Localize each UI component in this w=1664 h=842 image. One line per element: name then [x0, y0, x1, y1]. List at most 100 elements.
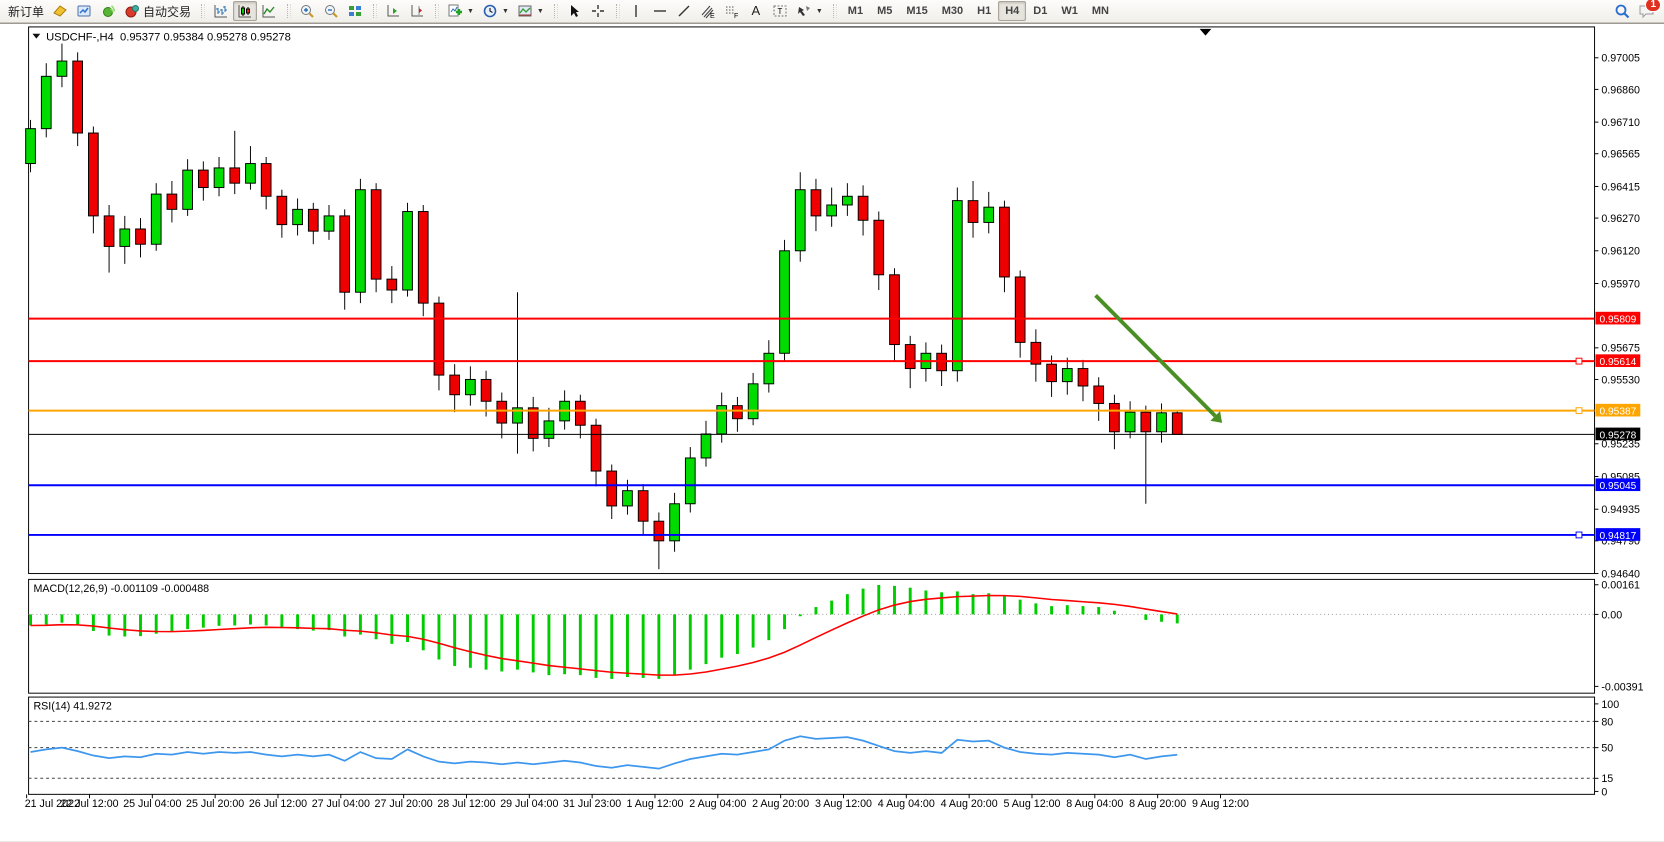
svg-text:F: F: [734, 13, 738, 19]
chart-canvas[interactable]: 0.97005 0.96860 0.96710 0.96565 0.96415 0.962…: [0, 24, 1664, 842]
time-axis-label: 4 Aug 04:00: [878, 798, 935, 810]
timeframe-button-h4[interactable]: H4: [998, 1, 1027, 21]
toolbar-group-cursor: [550, 0, 612, 22]
trend-line-icon: [676, 3, 692, 19]
candlestick-button[interactable]: [233, 1, 258, 21]
search-icon[interactable]: [1614, 3, 1630, 19]
time-axis-label: 2 Aug 04:00: [689, 798, 746, 810]
market-watch-button[interactable]: [72, 1, 96, 21]
equidistant-channel-button[interactable]: E: [696, 1, 720, 21]
time-axis-label: 9 Aug 12:00: [1192, 798, 1249, 810]
periods-button[interactable]: ▼: [478, 1, 513, 21]
zoom-in-icon: [299, 3, 315, 19]
vertical-line-icon: [628, 3, 644, 19]
time-axis-label: 3 Aug 12:00: [815, 798, 872, 810]
horizontal-line-button[interactable]: [648, 1, 672, 21]
timeframe-button-m15[interactable]: M15: [899, 1, 934, 21]
candle: [810, 189, 822, 217]
line-endpoint-marker[interactable]: [1575, 357, 1583, 365]
candle: [732, 405, 743, 420]
svg-text:T: T: [777, 7, 782, 16]
text-button[interactable]: A: [744, 1, 768, 21]
candle: [323, 215, 335, 232]
horizontal-line-icon: [652, 3, 668, 19]
new-chart-button[interactable]: [48, 1, 72, 21]
candle: [88, 132, 99, 217]
candle: [527, 407, 539, 439]
price-tick-label: 0.97005: [1601, 53, 1640, 65]
time-axis-label: 8 Aug 20:00: [1129, 798, 1186, 810]
price-tick-label: 0.94935: [1601, 504, 1640, 516]
candle: [166, 193, 178, 210]
new-order-button[interactable]: 新订单: [4, 1, 48, 21]
timeframe-button-d1[interactable]: D1: [1026, 1, 1054, 21]
auto-scroll-button[interactable]: [381, 1, 405, 21]
trend-arrow[interactable]: [1094, 293, 1217, 418]
candle: [1046, 363, 1057, 383]
main-toolbar: 新订单 自动交易: [0, 0, 1664, 23]
timeframe-button-mn[interactable]: MN: [1085, 1, 1116, 21]
text-label-button[interactable]: T: [768, 1, 792, 21]
candle: [842, 195, 853, 206]
arrows-button[interactable]: ▼: [792, 1, 827, 21]
candle: [307, 208, 319, 232]
candle: [433, 302, 445, 376]
zoom-in-button[interactable]: [295, 1, 319, 21]
line-chart-icon: [261, 3, 277, 19]
price-badge-label: 0.95809: [1599, 314, 1636, 325]
candle: [1030, 341, 1042, 365]
candle: [1093, 385, 1105, 404]
time-axis-label: 5 Aug 12:00: [1003, 798, 1060, 810]
toolbar-group-chart-type: [197, 0, 283, 22]
trend-line-button[interactable]: [672, 1, 696, 21]
chat-icon[interactable]: 1: [1638, 0, 1661, 19]
candle: [951, 200, 963, 372]
candle: [103, 215, 115, 247]
line-chart-button[interactable]: [257, 1, 281, 21]
candle: [339, 215, 351, 293]
candle: [904, 344, 916, 370]
fibonacci-button[interactable]: F: [720, 1, 744, 21]
timeframe-button-m30[interactable]: M30: [935, 1, 970, 21]
vertical-line-button[interactable]: [624, 1, 648, 21]
candle: [747, 383, 759, 420]
candle: [213, 167, 225, 189]
candle: [72, 60, 84, 134]
autotrading-button[interactable]: 自动交易: [120, 1, 195, 21]
macd-label: MACD(12,26,9) -0.001109 -0.000488: [33, 583, 209, 595]
macd-axis-label: -0.00391: [1601, 681, 1643, 693]
signals-button[interactable]: [96, 1, 120, 21]
chart-shift-button[interactable]: [405, 1, 429, 21]
rsi-line: [30, 735, 1178, 770]
candle: [480, 378, 492, 402]
candle: [465, 378, 476, 396]
price-tick-label: 0.96120: [1601, 246, 1640, 258]
timeframe-button-w1[interactable]: W1: [1054, 1, 1085, 21]
candle: [245, 163, 256, 184]
bar-chart-button[interactable]: [209, 1, 233, 21]
candle: [512, 407, 523, 424]
indicators-button[interactable]: ▼: [443, 1, 478, 21]
timeframe-button-m1[interactable]: M1: [841, 1, 870, 21]
candle: [622, 490, 633, 507]
zoom-out-button[interactable]: [319, 1, 343, 21]
crosshair-button[interactable]: [586, 1, 610, 21]
cursor-button[interactable]: [562, 1, 586, 21]
line-endpoint-marker[interactable]: [1575, 531, 1583, 539]
indicators-icon: [447, 3, 463, 19]
templates-button[interactable]: ▼: [513, 1, 548, 21]
time-axis-label: 1 Aug 12:00: [626, 798, 683, 810]
candle: [1077, 368, 1089, 387]
indicators-caret-icon: ▼: [467, 7, 474, 15]
candle: [56, 60, 68, 77]
toolbar-group-lines: E F A T ▼: [612, 0, 829, 22]
autotrading-label: 自动交易: [143, 4, 192, 19]
line-endpoint-marker[interactable]: [1575, 407, 1583, 415]
candle: [779, 250, 790, 354]
timeframe-button-h1[interactable]: H1: [970, 1, 998, 21]
templates-caret-icon: ▼: [536, 7, 544, 15]
timeframe-button-m5[interactable]: M5: [870, 1, 899, 21]
symbol-collapse-icon[interactable]: [32, 33, 41, 39]
tile-windows-button[interactable]: [343, 1, 367, 21]
